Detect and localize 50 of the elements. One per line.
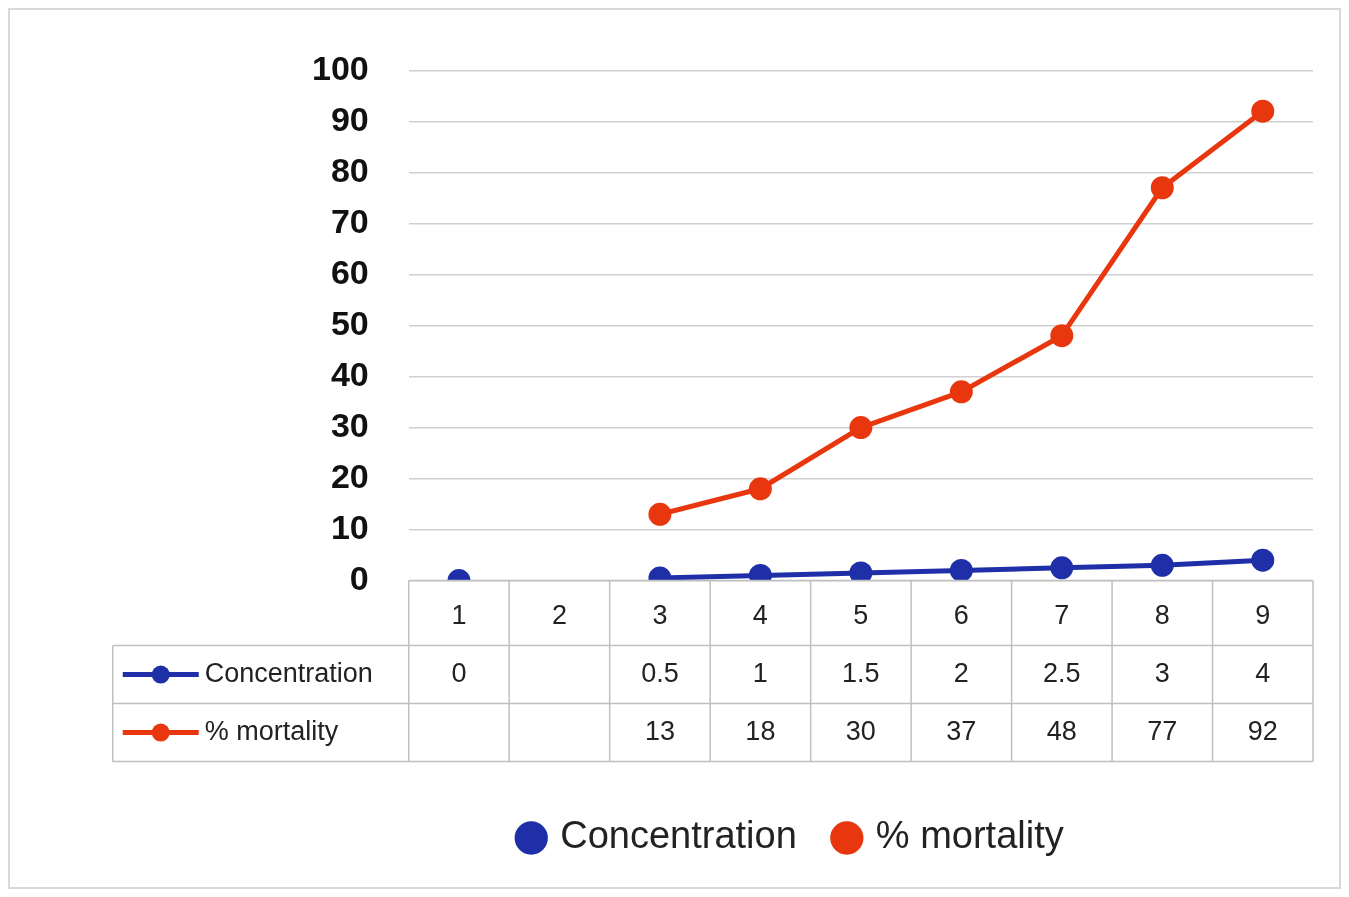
point (1050, 556, 1074, 580)
data-label: 48 (1046, 716, 1077, 747)
data-label: 13 (644, 716, 675, 747)
y-tick-label: 90 (330, 99, 369, 138)
y-tick-label: 70 (330, 201, 369, 240)
data-label: 2 (953, 658, 969, 689)
data-label: 0.5 (641, 658, 679, 689)
point (949, 558, 973, 581)
x-tick-label: 1 (451, 600, 467, 631)
data-label: 77 (1147, 716, 1178, 747)
data-label: 0 (451, 658, 467, 689)
text: Concentration (560, 814, 797, 857)
y-tick-label: 40 (330, 354, 369, 393)
data-label: 3 (1154, 658, 1170, 689)
point (648, 502, 672, 526)
y-tick-label: 100 (311, 48, 369, 87)
data-label: 37 (946, 716, 977, 747)
y-tick-label: 50 (330, 303, 369, 342)
x-tick-label: 8 (1154, 600, 1170, 631)
y-tick-label: 30 (330, 405, 369, 444)
data-label: 30 (845, 716, 876, 747)
x-tick-label: 4 (752, 600, 768, 631)
data-label: 1 (752, 658, 768, 689)
data-label: 18 (745, 716, 776, 747)
point (849, 416, 873, 440)
y-tick-label: 20 (330, 456, 369, 495)
x-tick-label: 2 (551, 600, 567, 631)
point (1251, 548, 1275, 572)
point (748, 477, 772, 501)
x-tick-label: 9 (1255, 600, 1271, 631)
text: % mortality (204, 716, 339, 747)
point (1251, 99, 1275, 123)
x-tick-label: 5 (853, 600, 869, 631)
point (949, 380, 973, 404)
legend-label: % mortality (875, 814, 1064, 857)
y-tick-label: 10 (330, 507, 369, 546)
data-label: 92 (1247, 716, 1278, 747)
legend-label: Concentration (204, 658, 373, 689)
x-tick-label: 3 (652, 600, 668, 631)
point (1050, 324, 1074, 348)
y-tick-label: 80 (330, 150, 369, 189)
y-tick-label: 0 (349, 558, 369, 597)
x-tick-label: 6 (953, 600, 969, 631)
data-label: 4 (1255, 658, 1271, 689)
point (1150, 553, 1174, 577)
data-label: 1.5 (842, 658, 880, 689)
x-tick-label: 7 (1054, 600, 1070, 631)
point (1150, 176, 1174, 200)
data-label: 2.5 (1043, 658, 1081, 689)
y-tick-label: 60 (330, 252, 369, 291)
